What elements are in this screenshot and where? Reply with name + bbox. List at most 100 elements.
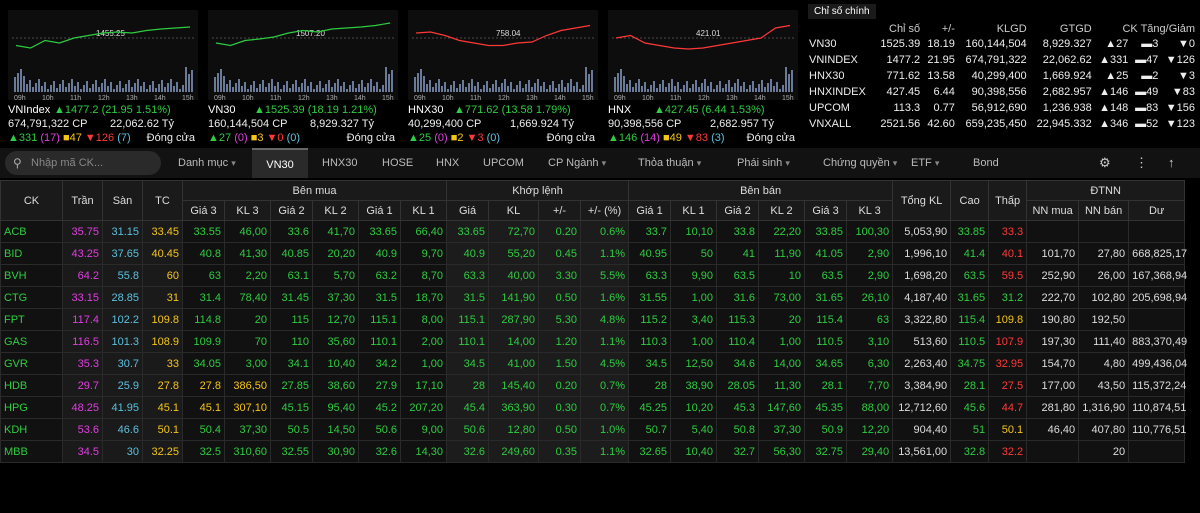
tab-phái-sinh[interactable]: Phái sinh ▾ (737, 157, 790, 169)
data-cell (1128, 308, 1186, 331)
table-row[interactable]: BID 43.25 37.65 40.45 40.8 41,30 40.85 20,20 40.… (0, 242, 1187, 265)
price-cell: 51 (950, 418, 990, 441)
price-cell: 50.5 (270, 418, 313, 441)
search-input[interactable] (31, 155, 155, 171)
volume-cell: 55,20 (488, 242, 540, 265)
price-cell: 31.4 (182, 286, 225, 309)
index-down: ▼3 (1177, 70, 1195, 82)
data-cell: 12,712,60 (892, 396, 952, 419)
symbol-cell[interactable]: CTG (0, 286, 63, 309)
price-cell: 59.5 (988, 264, 1028, 287)
price-cell: 115 (270, 308, 313, 331)
tab-chứng-quyền[interactable]: Chứng quyền ▾ (823, 157, 898, 169)
mini-index-value: 22,062.62 Tỷ (110, 118, 175, 130)
more-icon[interactable]: ⋮ (1135, 155, 1148, 170)
svg-text:11h: 11h (470, 95, 481, 102)
tab-hnx[interactable]: HNX (436, 157, 460, 169)
mini-chart-hnx30[interactable]: 758.04 09h 10h 11h 12h 13h 14h 15h HNX30 ▲771.… (404, 4, 598, 144)
index-panel-tab[interactable]: Chỉ số chính (808, 4, 876, 19)
price-cell: 63.2 (358, 264, 401, 287)
tab-bond[interactable]: Bond (973, 157, 999, 169)
tab-thỏa-thuận[interactable]: Thỏa thuận ▾ (638, 157, 702, 169)
symbol-cell[interactable]: GVR (0, 352, 63, 375)
price-cell: 110 (270, 330, 313, 353)
tab-etf[interactable]: ETF ▾ (911, 157, 940, 169)
volume-cell: 8,00 (399, 308, 448, 331)
scroll-up-icon[interactable]: ↑ (1168, 155, 1175, 170)
table-row[interactable]: HDB 29.7 25.9 27.8 27.8 386,50 27.85 38,60 27.9 1… (0, 374, 1186, 397)
tab-hnx30[interactable]: HNX30 (322, 157, 358, 169)
index-klgd: 90,398,556 (971, 86, 1027, 98)
symbol-cell[interactable]: HDB (0, 374, 63, 397)
mini-chart-vn30[interactable]: 1507.20 09h 10h 11h 12h 13h 14h 15h VN30 ▲1525… (204, 4, 398, 144)
mini-chart-hnx[interactable]: 421.01 09h 10h 11h 12h 13h 14h 15h HNX ▲427.45… (604, 4, 798, 144)
table-row[interactable]: FPT 117.4 102.2 109.8 114.8 20 115 12,70 115.1 8,… (0, 308, 1186, 331)
index-value: 1477.2 (886, 54, 921, 66)
price-cell: 27.5 (988, 374, 1028, 397)
tab-hose[interactable]: HOSE (382, 157, 414, 169)
ceil-cell: 64.2 (62, 264, 103, 287)
mini-index-change: ▲1525.39 (18.19 1.21%) (254, 104, 377, 116)
table-row[interactable]: ACB 35.75 31.15 33.45 33.55 46,00 33.6 41,70 33.… (0, 220, 1186, 243)
svg-text:09h: 09h (614, 95, 626, 102)
index-row[interactable]: VN30 1525.39 18.19 160,144,504 8,929.327… (807, 36, 1197, 52)
table-row[interactable]: CTG 33.15 28.85 31 31.4 78,40 31.45 37,30 31.5 18… (0, 286, 1187, 309)
tab-vn30[interactable]: VN30 (252, 148, 308, 178)
price-cell: 31.45 (270, 286, 313, 309)
index-row[interactable]: VNXALL 2521.56 42.60 659,235,450 22,945.… (807, 116, 1197, 132)
volume-cell: 8,70 (399, 264, 448, 287)
symbol-cell[interactable]: ACB (0, 220, 63, 243)
price-cell: 45.3 (716, 396, 760, 419)
volume-cell: 35,60 (312, 330, 359, 353)
tab-cp-ngành[interactable]: CP Ngành ▾ (548, 157, 607, 169)
data-cell (1128, 440, 1186, 463)
symbol-cell[interactable]: BID (0, 242, 63, 265)
price-cell: 45.2 (358, 396, 401, 419)
symbol-cell[interactable]: GAS (0, 330, 63, 353)
volume-cell: 38,90 (670, 374, 718, 397)
volume-cell: 1,00 (758, 330, 806, 353)
data-cell: 1,996,10 (892, 242, 952, 265)
index-down: ▼156 (1165, 102, 1195, 114)
svg-text:10h: 10h (642, 95, 654, 102)
floor-cell: 37.65 (102, 242, 143, 265)
table-row[interactable]: KDH 53.6 46.6 50.1 50.4 37,30 50.5 14,50 50.6 9,0… (0, 418, 1186, 441)
index-row[interactable]: HNXINDEX 427.45 6.44 90,398,556 2,682.95… (807, 84, 1197, 100)
index-row[interactable]: HNX30 771.62 13.58 40,299,400 1,669.924 … (807, 68, 1197, 84)
volume-cell: 30,90 (312, 440, 359, 463)
symbol-cell[interactable]: KDH (0, 418, 63, 441)
table-row[interactable]: MBB 34.5 30 32.25 32.5 310,60 32.55 30,90 32.6 14… (0, 440, 1186, 463)
volume-cell: 17,10 (399, 374, 448, 397)
floor-cell: 41.95 (102, 396, 143, 419)
ref-cell: 109.8 (142, 308, 183, 331)
volume-cell: 12,50 (670, 352, 718, 375)
volume-cell: 66,40 (399, 220, 448, 243)
index-value: 427.45 (886, 86, 921, 98)
index-klgd: 160,144,504 (965, 38, 1027, 50)
table-row[interactable]: GVR 35.3 30.7 33 34.05 3,00 34.1 10,40 34.2 1,00 3… (0, 352, 1187, 375)
table-row[interactable]: HPG 48.25 41.95 45.1 45.1 307,10 45.15 95,40 45.… (0, 396, 1186, 419)
change-cell: 1.6% (580, 286, 630, 309)
search-box[interactable]: ⚲ (5, 151, 161, 175)
symbol-cell[interactable]: FPT (0, 308, 63, 331)
mini-chart-vnindex[interactable]: 1455.25 09h 10h 11h 12h 13h 14h 15h VNIndex ▲1… (4, 4, 198, 144)
index-row[interactable]: UPCOM 113.3 0.77 56,912,690 1,236.938 ▲1… (807, 100, 1197, 116)
symbol-cell[interactable]: MBB (0, 440, 63, 463)
data-cell (1026, 440, 1080, 463)
symbol-cell[interactable]: HPG (0, 396, 63, 419)
table-row[interactable]: BVH 64.2 55.8 60 63 2,20 63.1 5,70 63.2 8,70 63.3 4… (0, 264, 1187, 287)
index-row[interactable]: VNINDEX 1477.2 21.95 674,791,322 22,062.… (807, 52, 1197, 68)
data-cell: 883,370,49 (1128, 330, 1187, 353)
tab-danh-mục[interactable]: Danh mục ▾ (178, 157, 236, 169)
ceil-cell: 43.25 (62, 242, 103, 265)
data-cell: 407,80 (1078, 418, 1130, 441)
volume-cell: 14,00 (488, 330, 540, 353)
symbol-cell[interactable]: BVH (0, 264, 63, 287)
volume-cell: 1,00 (670, 330, 718, 353)
gear-icon[interactable]: ⚙ (1099, 155, 1111, 170)
change-cell: 1.1% (580, 242, 630, 265)
tab-upcom[interactable]: UPCOM (483, 157, 524, 169)
table-row[interactable]: GAS 116.5 101.3 108.9 109.9 70 110 35,60 110.1 2,… (0, 330, 1187, 353)
svg-text:15h: 15h (782, 95, 794, 102)
mini-index-change: ▲1477.2 (21.95 1.51%) (54, 104, 171, 116)
